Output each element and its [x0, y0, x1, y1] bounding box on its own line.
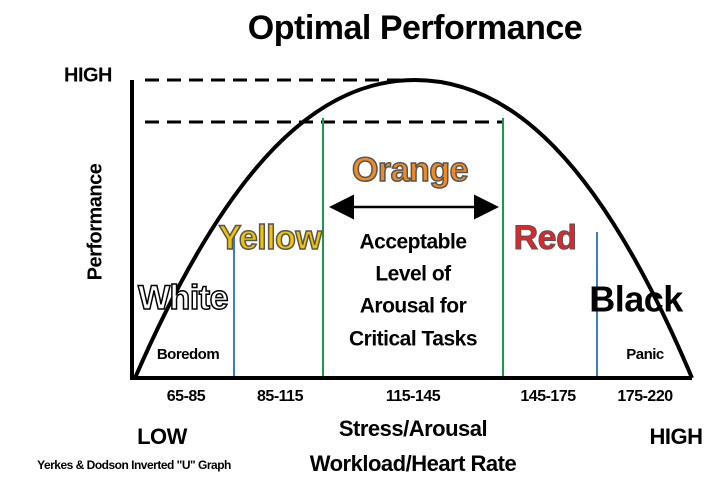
y-label: Performance: [84, 163, 106, 280]
zone-name: White: [138, 279, 228, 317]
zone-name: Yellow: [219, 219, 323, 257]
zone-range: 175-220: [617, 388, 673, 405]
axes: [130, 80, 692, 380]
curve: [133, 77, 694, 379]
zone-note: Arousal for: [360, 295, 467, 318]
zone-note: Acceptable: [359, 231, 466, 254]
x-label: Workload/Heart Rate: [310, 451, 517, 476]
zone-name: Black: [589, 279, 684, 320]
title: Optimal Performance: [248, 9, 582, 47]
zone-note: Critical Tasks: [349, 328, 477, 351]
zone-range: 85-115: [257, 388, 304, 405]
x-low: LOW: [137, 424, 188, 449]
zone-range: 65-85: [167, 388, 206, 405]
zone-range: 115-145: [386, 388, 441, 405]
x-label: Stress/Arousal: [339, 416, 487, 441]
zone-note: Panic: [626, 346, 664, 363]
zone-note: Boredom: [157, 346, 220, 363]
y-high: HIGH: [64, 64, 112, 86]
zone-range: 145-175: [520, 388, 576, 405]
zone-name: Red: [514, 219, 577, 257]
caption: Yerkes & Dodson Inverted "U" Graph: [37, 458, 231, 472]
zone-note: Level of: [375, 263, 452, 286]
zone-name: Orange: [352, 151, 468, 189]
x-high: HIGH: [650, 424, 703, 449]
